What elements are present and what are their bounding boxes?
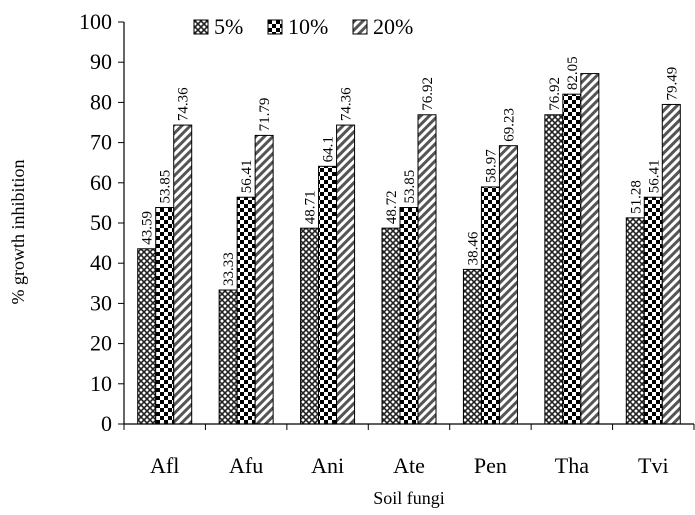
data-label: 33.33 (221, 252, 237, 286)
legend-label: 10% (288, 14, 328, 39)
legend-label: 20% (373, 14, 413, 39)
data-label: 53.85 (402, 170, 418, 204)
data-label: 56.41 (239, 159, 255, 193)
data-label: 79.49 (664, 67, 680, 101)
bar (544, 114, 564, 425)
legend-label: 5% (214, 14, 243, 39)
bar (562, 93, 582, 425)
x-category-label: Pen (474, 453, 507, 478)
y-tick-label: 20 (90, 331, 112, 356)
data-label: 76.92 (420, 77, 436, 111)
data-label: 74.36 (339, 87, 355, 121)
bar (137, 248, 157, 425)
bar (218, 289, 238, 425)
x-category-group: Afl Afu Ani Ate Pen Tha Tvi (123, 424, 695, 478)
x-category-label: Ate (393, 453, 425, 478)
bar (661, 103, 681, 425)
data-label: 53.85 (158, 170, 174, 204)
data-label: 71.79 (257, 98, 273, 132)
legend-swatch (352, 19, 368, 35)
data-label: 48.71 (303, 190, 319, 224)
x-category-label: Tvi (638, 453, 669, 478)
x-category-label: Afu (229, 453, 263, 478)
y-tick-group: 0 10 20 30 40 50 60 70 80 90 100 (79, 9, 124, 436)
bar (399, 207, 419, 425)
y-tick-label: 90 (90, 49, 112, 74)
legend-swatch (267, 19, 283, 35)
data-label-group: 43.5953.8574.3633.3356.4171.7948.7164.17… (140, 56, 681, 286)
data-label: 38.46 (465, 231, 481, 265)
data-label: 58.97 (483, 149, 499, 183)
y-tick-label: 40 (90, 250, 112, 275)
y-tick-label: 60 (90, 170, 112, 195)
bar (318, 165, 338, 425)
data-label: 82.05 (565, 56, 581, 90)
x-category-label: Afl (150, 453, 179, 478)
bar (643, 196, 663, 425)
bar (417, 114, 437, 425)
data-label: 51.28 (628, 180, 644, 214)
y-tick-label: 100 (79, 9, 112, 34)
bar (254, 134, 274, 425)
bar-group (137, 73, 681, 425)
data-label: 43.59 (140, 211, 156, 245)
x-category-label: Tha (555, 453, 589, 478)
y-tick-label: 70 (90, 130, 112, 155)
y-tick-label: 50 (90, 210, 112, 235)
data-label: 64.1 (321, 136, 337, 162)
bar (155, 207, 175, 425)
data-label: 76.92 (547, 77, 563, 111)
x-axis-title: Soil fungi (373, 488, 445, 508)
y-tick-label: 80 (90, 89, 112, 114)
bar (300, 227, 320, 425)
bar (173, 124, 193, 425)
data-label: 48.72 (384, 190, 400, 224)
y-tick-label: 30 (90, 290, 112, 315)
legend-swatch (193, 19, 209, 35)
data-label: 69.23 (501, 108, 517, 142)
bar (336, 124, 356, 425)
chart-legend: 5% 10% 20% (193, 14, 413, 39)
bar (625, 217, 645, 425)
bar (462, 268, 482, 425)
data-label: 74.36 (176, 87, 192, 121)
y-tick-label: 0 (101, 411, 112, 436)
bar (381, 227, 401, 425)
bar (480, 186, 500, 425)
data-label: 56.41 (646, 159, 662, 193)
y-tick-label: 10 (90, 371, 112, 396)
bar (580, 73, 600, 425)
bar (498, 145, 518, 425)
y-axis-title: % growth inhibition (8, 160, 28, 305)
x-category-label: Ani (311, 453, 344, 478)
bar (236, 196, 256, 425)
